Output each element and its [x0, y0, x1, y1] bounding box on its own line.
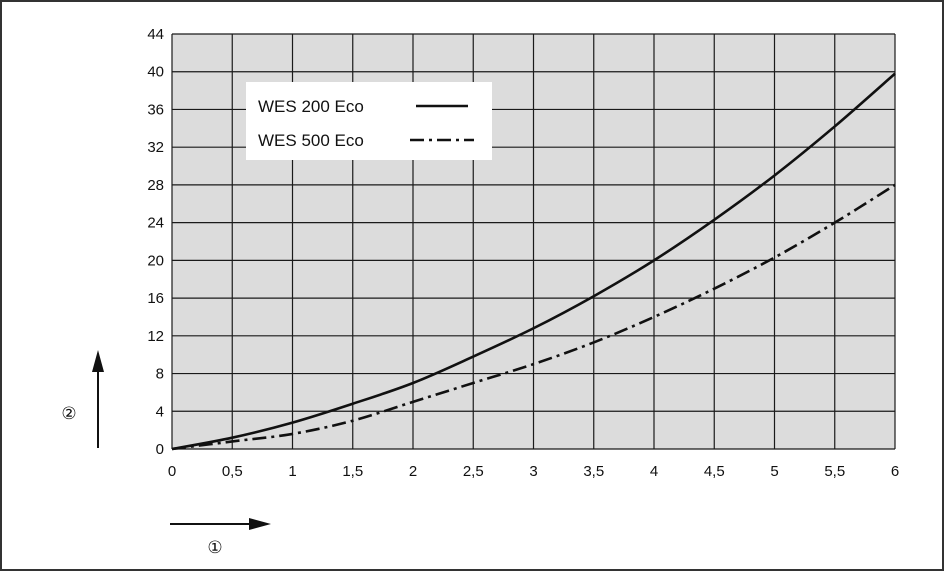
y-tick-label: 12: [147, 328, 164, 345]
x-tick-label: 0,5: [222, 463, 243, 480]
x-axis-arrow-head: [249, 518, 271, 530]
x-tick-label: 5: [770, 463, 778, 480]
x-tick-labels: 0 0,5 1 1,5 2 2,5 3 3,5 4 4,5 5 5,5 6: [168, 463, 899, 480]
x-tick-label: 4,5: [704, 463, 725, 480]
x-tick-label: 4: [650, 463, 658, 480]
x-tick-label: 2,5: [463, 463, 484, 480]
y-tick-label: 0: [156, 441, 164, 458]
legend-label-wes-200-eco: WES 200 Eco: [258, 97, 364, 116]
x-tick-label: 5,5: [824, 463, 845, 480]
x-tick-label: 3: [529, 463, 537, 480]
series-line-wes-500-eco: [171, 183, 896, 451]
y-axis-indicator: ②: [61, 350, 104, 448]
x-tick-label: 1,5: [342, 463, 363, 480]
x-tick-label: 0: [168, 463, 176, 480]
y-tick-label: 36: [147, 101, 164, 118]
legend-label-wes-500-eco: WES 500 Eco: [258, 131, 364, 150]
y-axis-arrow-head: [92, 350, 104, 372]
x-tick-label: 6: [891, 463, 899, 480]
y-tick-label: 16: [147, 290, 164, 307]
x-axis-marker: ①: [207, 538, 222, 558]
y-tick-label: 20: [147, 252, 164, 269]
y-tick-label: 24: [147, 215, 164, 232]
y-tick-label: 28: [147, 177, 164, 194]
y-tick-label: 32: [147, 139, 164, 156]
x-tick-label: 2: [409, 463, 417, 480]
x-tick-label: 3,5: [583, 463, 604, 480]
legend-box: [246, 82, 492, 160]
y-tick-labels: 0 4 8 12 16 20 24 28 32 36 40 44: [147, 26, 164, 458]
y-tick-label: 8: [156, 366, 164, 383]
y-tick-label: 44: [147, 26, 164, 43]
y-tick-label: 40: [147, 64, 164, 81]
x-tick-label: 1: [288, 463, 296, 480]
y-axis-marker: ②: [61, 404, 76, 424]
series-lines: [171, 72, 896, 451]
y-tick-label: 4: [156, 403, 164, 420]
x-axis-indicator: ①: [170, 518, 271, 558]
legend: WES 200 Eco WES 500 Eco: [246, 82, 492, 160]
series-line-wes-200-eco: [171, 72, 896, 451]
